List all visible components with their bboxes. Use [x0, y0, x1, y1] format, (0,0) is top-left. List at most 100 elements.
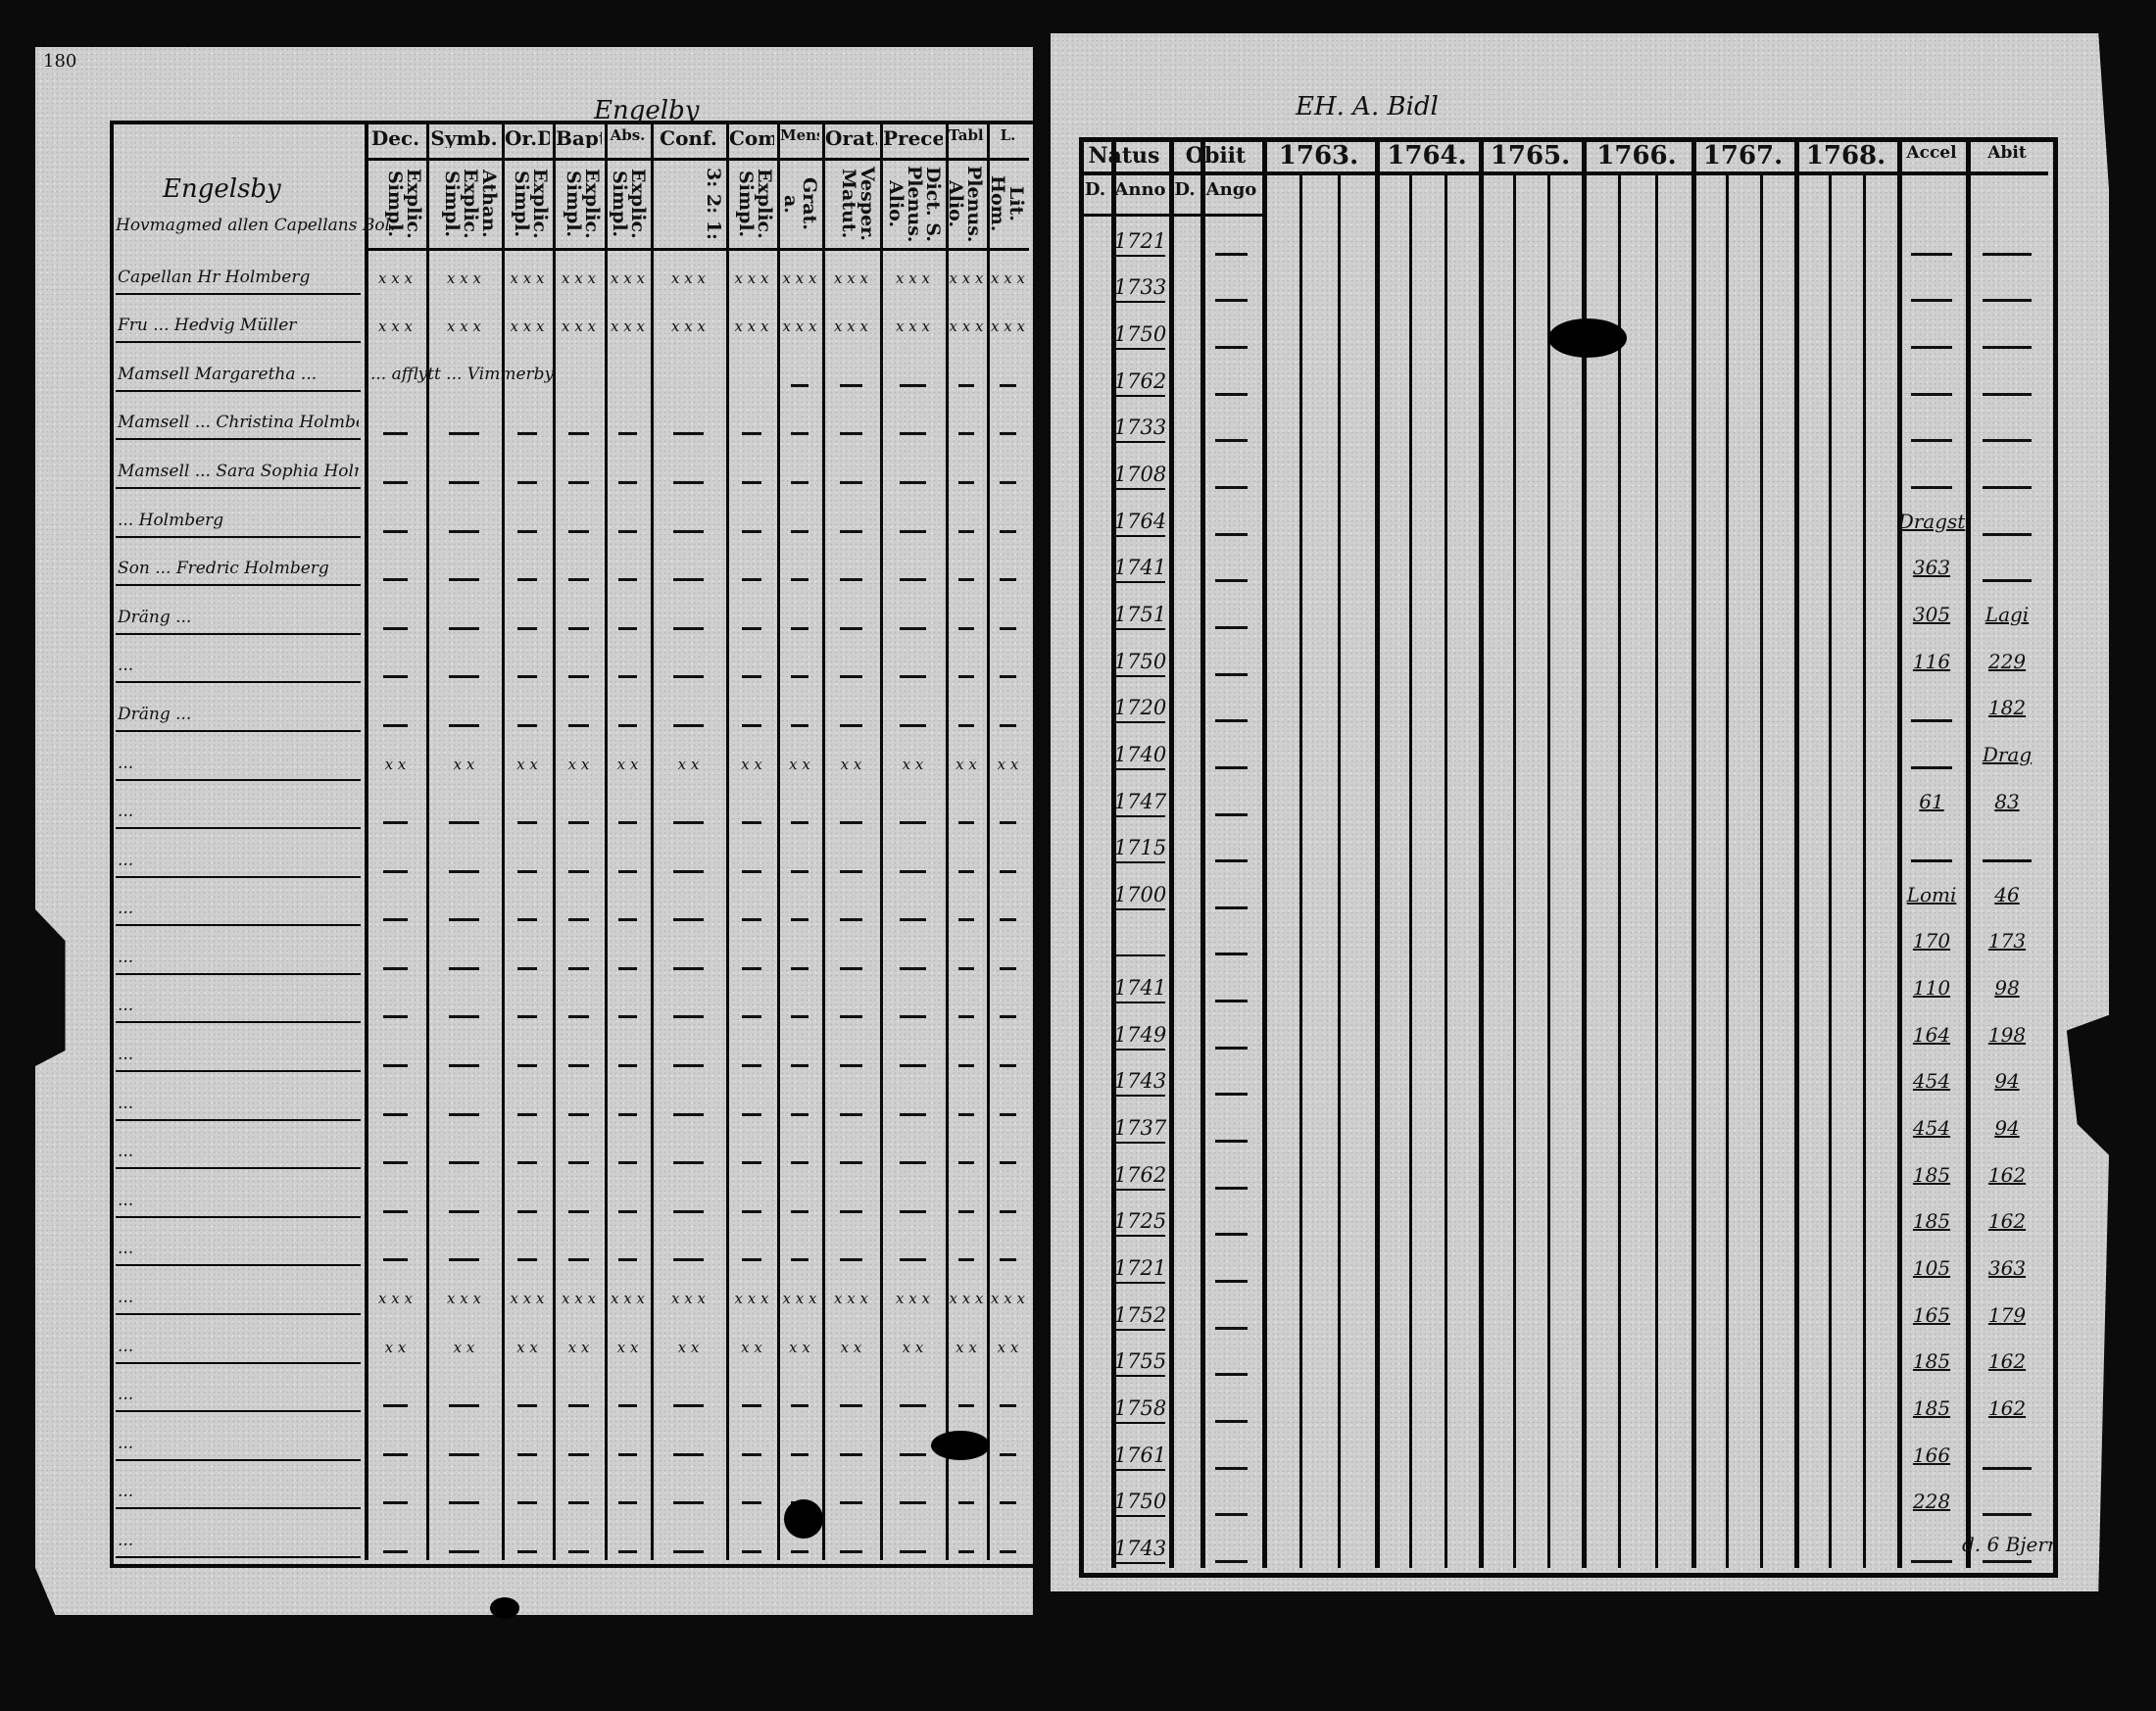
- column-rule: [946, 121, 949, 1560]
- cell-mark: x x: [516, 755, 538, 773]
- cell-dash: [618, 1015, 637, 1019]
- cell-dash: [516, 1550, 538, 1553]
- cell-dash: [999, 1550, 1017, 1553]
- cell-dash: [839, 432, 863, 436]
- obiit-dash: [1215, 392, 1248, 396]
- column-rule: [605, 121, 608, 1560]
- obiit-dash: [1215, 1093, 1248, 1097]
- cell-dash: [567, 723, 590, 727]
- cell-dash: [516, 626, 538, 630]
- column-rule: [1691, 137, 1696, 1568]
- cell-mark: x x x: [562, 1290, 596, 1308]
- subcolumn-rule: [1444, 171, 1447, 1568]
- cell-dash: [618, 626, 637, 630]
- cell-dash: [839, 675, 863, 679]
- cell-mark: x x x: [447, 1290, 481, 1308]
- cell-dash: [567, 966, 590, 970]
- cell-mark: x x: [453, 1338, 475, 1356]
- resident-name: Fru ... Hedvig Müller: [118, 316, 297, 336]
- cell-dash: [741, 1209, 762, 1213]
- cell-dash: [957, 918, 975, 922]
- cell-dash: [567, 578, 590, 582]
- abit-value: 182: [1987, 696, 2027, 720]
- column-rule: [502, 121, 505, 1560]
- abit-value: Lagi: [1984, 602, 2030, 626]
- cell-mark: x x x: [378, 318, 413, 336]
- cell-dash: [999, 966, 1017, 970]
- abit-dash: [1982, 1560, 2033, 1563]
- birth-year: 1747: [1113, 789, 1167, 813]
- resident-name: ...: [118, 1142, 134, 1162]
- cell-dash: [673, 1209, 704, 1213]
- cell-dash: [516, 821, 538, 825]
- cell-dash: [567, 918, 590, 922]
- cell-dash: [957, 529, 975, 533]
- abit-dash: [1982, 345, 2033, 349]
- abit-value: 94: [1994, 1069, 2020, 1094]
- cell-dash: [790, 1452, 809, 1456]
- cell-dash: [449, 1258, 479, 1262]
- obiit-dash: [1215, 1280, 1248, 1284]
- cell-mark: x x x: [949, 1290, 984, 1308]
- cell-dash: [516, 869, 538, 873]
- cell-mark: x x: [997, 1338, 1019, 1356]
- name-underline: [116, 1118, 361, 1121]
- accel-value: 454: [1912, 1116, 1951, 1141]
- cell-dash: [790, 869, 809, 873]
- cell-dash: [618, 578, 637, 582]
- cell-dash: [567, 821, 590, 825]
- subcolumn-rule: [1409, 171, 1413, 1568]
- year-underline: [1115, 1468, 1165, 1471]
- column-rule: [987, 121, 990, 1560]
- obiit-dash: [1215, 1373, 1248, 1377]
- year-underline: [1115, 674, 1165, 677]
- cell-dash: [567, 480, 590, 484]
- accel-dash: [1911, 439, 1952, 443]
- cell-dash: [957, 1550, 975, 1553]
- cell-dash: [999, 383, 1017, 387]
- cell-dash: [999, 529, 1017, 533]
- cell-mark: x x x: [834, 1290, 868, 1308]
- resident-name: Son ... Fredric Holmberg: [118, 559, 329, 579]
- obiit-dash: [1215, 672, 1248, 676]
- right-page: EH. A. Bidl Natus Obiit D. Anno D. Ango 1763. 1…: [1051, 33, 2109, 1591]
- cell-dash: [567, 1258, 590, 1262]
- cell-dash: [567, 1452, 590, 1456]
- cell-dash: [382, 1064, 409, 1068]
- cell-dash: [382, 1258, 409, 1262]
- cell-mark: x x x: [991, 318, 1025, 336]
- resident-name: ...: [118, 1190, 134, 1210]
- accel-value: 165: [1912, 1302, 1951, 1327]
- column-header-3: Bapt.: [556, 128, 602, 148]
- ink-blot: [784, 1499, 823, 1539]
- abit-dash: [1982, 1466, 2033, 1470]
- birth-year: 1737: [1113, 1116, 1167, 1141]
- cell-dash: [999, 432, 1017, 436]
- cell-dash: [790, 821, 809, 825]
- cell-dash: [741, 578, 762, 582]
- obiit-dash: [1215, 1513, 1248, 1517]
- accel-dash: [1911, 1560, 1952, 1563]
- column-subheader-8: Vesper. Matut.: [838, 166, 876, 242]
- cell-mark: x x: [956, 755, 977, 773]
- abit-dash: [1982, 532, 2033, 536]
- cell-mark: x x: [902, 1338, 924, 1356]
- cell-dash: [673, 1550, 704, 1553]
- cell-dash: [673, 1112, 704, 1116]
- obiit-dash: [1215, 765, 1248, 769]
- cell-mark: x x: [840, 755, 862, 773]
- name-underline: [116, 1264, 361, 1267]
- accel-value: 185: [1912, 1349, 1951, 1374]
- cell-mark: x x: [567, 1338, 590, 1356]
- cell-dash: [618, 821, 637, 825]
- accel-value: 164: [1912, 1022, 1951, 1047]
- accel-value: 166: [1912, 1442, 1951, 1467]
- cell-dash: [567, 626, 590, 630]
- resident-name: ...: [118, 899, 134, 919]
- cell-mark: x x x: [834, 318, 868, 336]
- column-rule: [1375, 137, 1380, 1568]
- cell-dash: [567, 675, 590, 679]
- birth-year: 1741: [1113, 556, 1167, 580]
- cell-dash: [449, 675, 479, 679]
- cell-dash: [839, 1015, 863, 1019]
